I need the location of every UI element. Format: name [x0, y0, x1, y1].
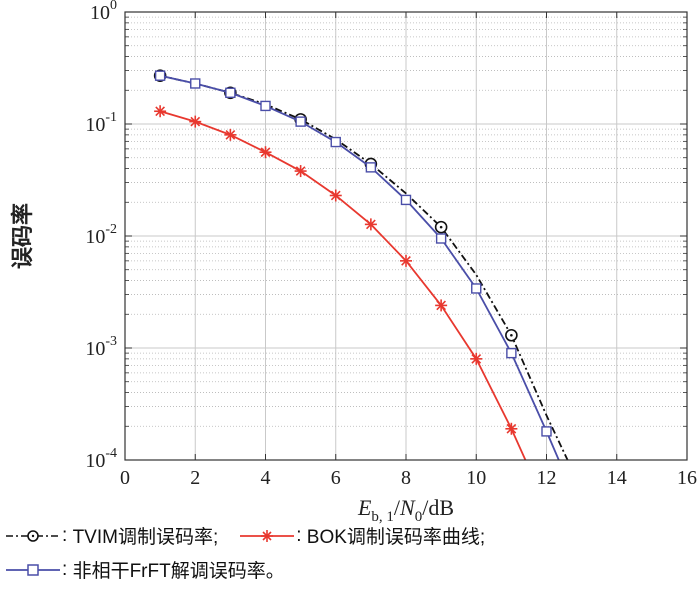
data-point-star [294, 165, 307, 178]
x-tick-label: 0 [120, 467, 130, 489]
star-stroke [190, 116, 201, 127]
x-tick-label: 12 [537, 467, 557, 489]
data-point-square [330, 136, 341, 148]
data-point-square [400, 194, 412, 206]
legend-swatch-tvim [6, 529, 60, 542]
data-point-square [190, 78, 201, 89]
star-stroke [330, 190, 341, 201]
x-title-sub: b, 1 [371, 509, 394, 525]
data-point-star [189, 115, 202, 128]
star-stroke [471, 353, 482, 364]
data-point-star [224, 128, 237, 141]
x-title-main2: N [399, 495, 416, 520]
legend-entry-tvim: : TVIM调制误码率; [4, 522, 218, 549]
data-point-square [225, 87, 236, 98]
series-line [159, 74, 569, 461]
y-tick-label: 10-1 [85, 110, 117, 136]
y-tick-label: 10-4 [85, 446, 117, 472]
grid [125, 12, 687, 460]
x-tick-label: 14 [607, 467, 627, 489]
data-point-square [506, 347, 517, 359]
data-point-square [471, 283, 482, 294]
data-point-square [154, 70, 166, 81]
ticks [124, 11, 688, 461]
data-point-star [364, 218, 377, 231]
legend-row-2: : 非相干FrFT解调误码率。 [4, 556, 285, 583]
star-stroke [366, 219, 376, 230]
star-stroke [225, 129, 236, 140]
x-tick-label: 4 [261, 467, 271, 489]
data-point-square [260, 100, 271, 112]
tick-labels: 0 2 4 6 8 10 12 14 16 100 10-1 10-2 10-3 10-4 [85, 0, 697, 489]
legend-sep: : [296, 524, 302, 546]
data-point-star [470, 352, 483, 365]
data-point-star [400, 254, 412, 267]
data-point-square [435, 233, 447, 244]
series-line [159, 110, 527, 461]
x-title-unit: /dB [422, 495, 454, 520]
x-axis-title: Eb, 1/N0/dB [357, 495, 454, 525]
data-point-square [541, 426, 552, 437]
legend-label-tvim: TVIM调制误码率; [72, 527, 219, 548]
legend-swatch-frft [6, 563, 60, 576]
star-stroke [260, 147, 271, 158]
star-stroke [506, 423, 517, 434]
x-tick-label: 6 [331, 467, 341, 489]
legend-sep: : [62, 524, 68, 546]
y-tick-label: 10-3 [85, 334, 117, 360]
series-1 [154, 105, 527, 461]
y-tick-label: 100 [90, 0, 117, 24]
star-stroke [295, 166, 306, 176]
x-title-slash: / [394, 495, 401, 520]
legend-label-frft: 非相干FrFT解调误码率。 [72, 561, 285, 582]
x-tick-label: 16 [677, 467, 697, 489]
data-point-dot [439, 225, 443, 229]
star-stroke [155, 106, 165, 117]
data-point-star [329, 189, 342, 202]
x-tick-label: 8 [401, 467, 411, 489]
y-tick-label: 10-2 [85, 222, 117, 248]
legend-sep: : [62, 558, 68, 580]
data-point-square [295, 116, 306, 127]
x-tick-label: 2 [190, 467, 200, 489]
x-title-main: E [357, 495, 372, 520]
data-point-star [154, 105, 167, 118]
legend-entry-frft: : 非相干FrFT解调误码率。 [4, 556, 285, 583]
legend-swatch-bok [240, 529, 295, 542]
series-2 [154, 70, 560, 461]
series-layer [153, 69, 569, 461]
data-point-star [259, 146, 272, 159]
x-title-sub2: 0 [415, 509, 423, 525]
x-tick-label: 10 [466, 467, 486, 489]
star-stroke [436, 300, 446, 311]
data-point-dot [510, 333, 513, 337]
legend-entry-bok: : BOK调制误码率曲线; [238, 522, 485, 549]
series-0 [153, 69, 569, 461]
legend-row-1: : TVIM调制误码率; : BOK调制误码率曲线; [4, 522, 485, 549]
data-point-star [435, 299, 448, 312]
data-point-star [505, 422, 518, 435]
legend-label-bok: BOK调制误码率曲线; [306, 527, 486, 548]
star-stroke [401, 255, 411, 266]
y-axis-title: 误码率 [10, 203, 35, 269]
data-point-square [365, 162, 377, 173]
